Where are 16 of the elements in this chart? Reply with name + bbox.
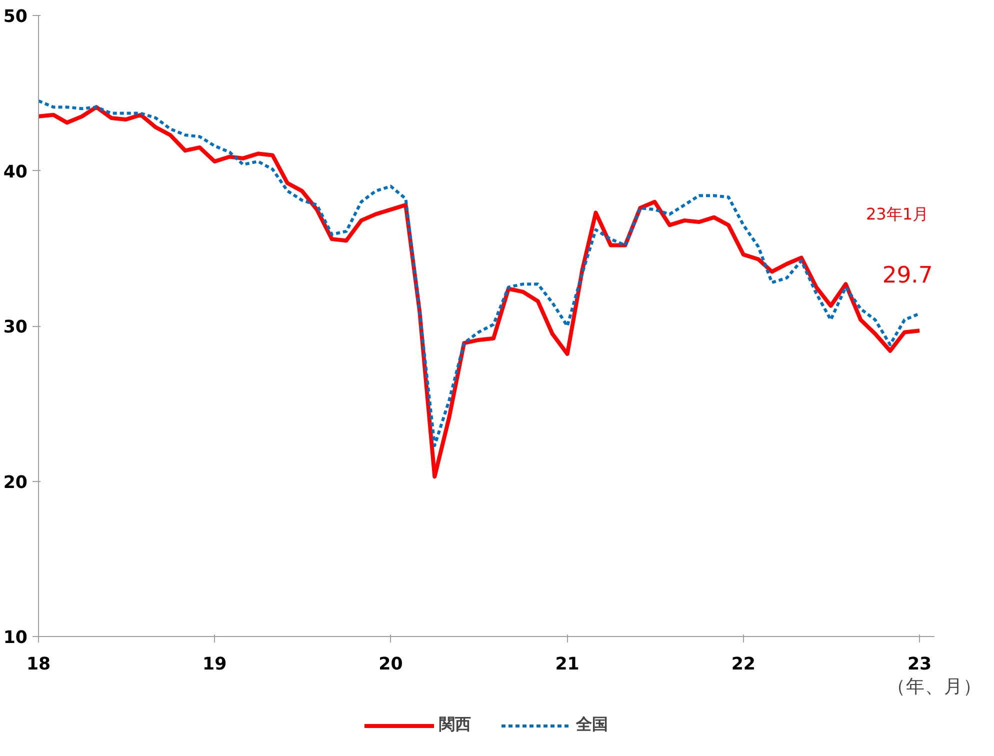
annotation: 23年1月 [866, 204, 929, 224]
x-tick-label: 19 [202, 654, 227, 674]
y-tick-label: 30 [3, 318, 28, 338]
x-tick-label: 22 [731, 654, 756, 674]
legend-label: 全国 [576, 714, 608, 736]
y-tick-label: 20 [3, 472, 28, 493]
x-tick-label: 23 [907, 654, 932, 674]
y-tick-label: 40 [3, 162, 28, 182]
data-label: 29.7 [882, 262, 933, 289]
x-tick-label: 21 [555, 654, 580, 674]
legend-label: 関西 [439, 714, 471, 736]
x-tick-label: 20 [378, 654, 403, 674]
y-tick-label: 50 [3, 7, 28, 27]
x-tick-label: 18 [26, 654, 51, 674]
y-tick-label: 10 [3, 628, 28, 648]
x-axis-title: （年、月） [887, 676, 982, 698]
